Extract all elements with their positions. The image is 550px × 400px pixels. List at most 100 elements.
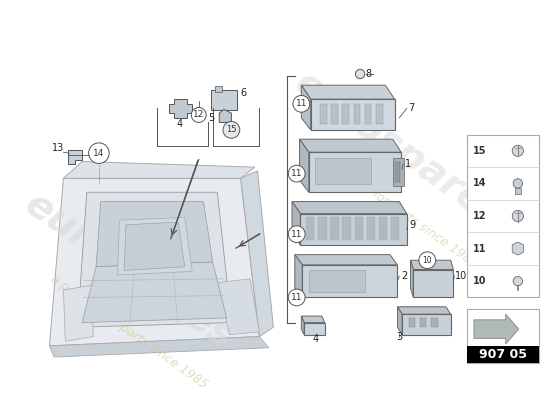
Bar — [466, 346, 540, 363]
Polygon shape — [311, 99, 395, 130]
Text: 10: 10 — [455, 271, 468, 281]
Text: 10: 10 — [422, 256, 432, 265]
Polygon shape — [402, 314, 450, 335]
Bar — [365, 104, 371, 124]
Circle shape — [293, 96, 310, 112]
Circle shape — [288, 165, 305, 182]
Bar — [431, 318, 438, 327]
Bar — [343, 104, 349, 124]
Text: 4: 4 — [312, 334, 318, 344]
Text: eurospares: eurospares — [288, 64, 511, 236]
Bar — [306, 217, 315, 240]
Bar — [315, 158, 371, 184]
Circle shape — [512, 145, 524, 156]
Polygon shape — [292, 202, 300, 245]
Text: 12: 12 — [473, 211, 487, 221]
Circle shape — [419, 252, 436, 268]
Bar — [379, 217, 387, 240]
Text: 15: 15 — [226, 125, 236, 134]
Text: 7: 7 — [409, 104, 415, 114]
Circle shape — [89, 143, 109, 163]
Text: 15: 15 — [473, 146, 487, 156]
Text: a passion for parts since 1985: a passion for parts since 1985 — [48, 272, 210, 391]
Polygon shape — [301, 316, 304, 335]
Text: 11: 11 — [291, 293, 302, 302]
Text: 5: 5 — [208, 113, 214, 123]
Text: 2: 2 — [401, 271, 408, 281]
Bar — [466, 134, 540, 298]
Bar — [409, 318, 415, 327]
Polygon shape — [82, 262, 227, 322]
Circle shape — [288, 289, 305, 306]
Polygon shape — [50, 336, 269, 357]
Text: 11: 11 — [291, 230, 302, 239]
Polygon shape — [63, 285, 94, 341]
Text: 9: 9 — [410, 220, 416, 230]
Polygon shape — [309, 152, 401, 192]
Text: 6: 6 — [241, 88, 247, 98]
Bar — [354, 104, 360, 124]
Bar — [211, 90, 237, 110]
Circle shape — [191, 108, 206, 122]
Bar — [391, 217, 399, 240]
Text: 3: 3 — [396, 332, 403, 342]
Text: 14: 14 — [473, 178, 487, 188]
Bar — [343, 217, 351, 240]
Polygon shape — [63, 162, 255, 178]
Bar — [376, 104, 383, 124]
Bar — [355, 217, 363, 240]
Polygon shape — [410, 260, 453, 270]
Bar — [320, 104, 327, 124]
Text: a passion for parts since 1985: a passion for parts since 1985 — [318, 152, 480, 270]
Bar — [393, 158, 404, 186]
Polygon shape — [118, 217, 192, 275]
Text: eurospares: eurospares — [17, 185, 240, 358]
Polygon shape — [398, 307, 450, 314]
Text: 11: 11 — [291, 169, 302, 178]
Text: 10: 10 — [473, 276, 487, 286]
Polygon shape — [124, 222, 185, 270]
Circle shape — [513, 276, 522, 286]
Polygon shape — [68, 150, 82, 164]
Polygon shape — [295, 255, 302, 298]
Polygon shape — [169, 99, 192, 118]
Text: 1: 1 — [405, 159, 411, 169]
Bar — [309, 270, 365, 292]
Text: 907 05: 907 05 — [479, 348, 527, 361]
Polygon shape — [300, 139, 401, 152]
Bar — [331, 104, 338, 124]
Polygon shape — [410, 260, 413, 298]
Polygon shape — [50, 178, 260, 346]
Text: 11: 11 — [473, 244, 487, 254]
Bar — [395, 162, 400, 182]
Text: 12: 12 — [193, 110, 205, 120]
Bar — [367, 217, 375, 240]
Polygon shape — [301, 316, 324, 322]
Polygon shape — [301, 85, 395, 99]
Polygon shape — [512, 242, 524, 255]
Polygon shape — [302, 265, 398, 298]
Text: 8: 8 — [366, 69, 372, 79]
Polygon shape — [398, 307, 402, 335]
Circle shape — [513, 179, 522, 188]
Text: 11: 11 — [295, 99, 307, 108]
Polygon shape — [304, 322, 324, 335]
Bar — [214, 86, 222, 92]
Polygon shape — [96, 202, 213, 267]
Polygon shape — [292, 202, 407, 214]
Text: 13: 13 — [52, 144, 64, 154]
Polygon shape — [300, 139, 309, 192]
Circle shape — [512, 210, 524, 222]
Circle shape — [355, 69, 365, 79]
Circle shape — [288, 226, 305, 242]
Text: 4: 4 — [177, 119, 183, 129]
Polygon shape — [78, 192, 232, 327]
Polygon shape — [474, 314, 519, 344]
Bar — [420, 318, 426, 327]
Bar — [318, 217, 327, 240]
Polygon shape — [241, 171, 273, 336]
Polygon shape — [295, 255, 398, 265]
Bar — [515, 188, 521, 194]
Polygon shape — [217, 279, 260, 335]
Polygon shape — [219, 109, 232, 122]
